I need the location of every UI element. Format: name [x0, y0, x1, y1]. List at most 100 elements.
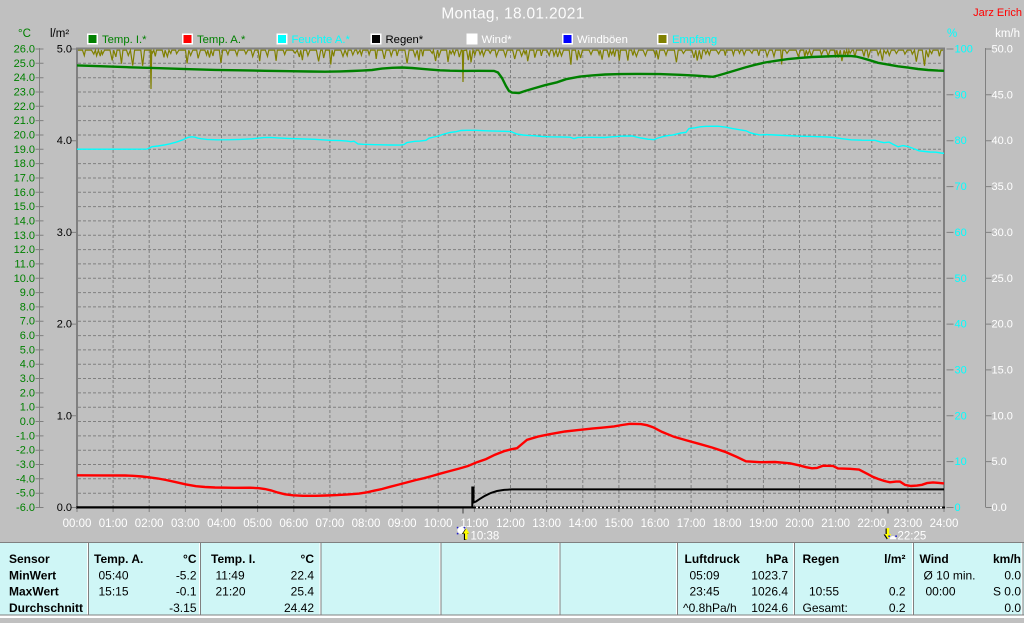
svg-text:07:00: 07:00	[316, 518, 345, 530]
svg-text:Temp. A.*: Temp. A.*	[197, 34, 246, 46]
svg-text:14.0: 14.0	[14, 215, 35, 227]
svg-text:50: 50	[955, 273, 967, 285]
svg-text:20: 20	[955, 410, 967, 422]
svg-text:21:00: 21:00	[821, 518, 850, 530]
svg-text:3.0: 3.0	[20, 373, 35, 385]
svg-text:l/m²: l/m²	[884, 552, 905, 566]
svg-text:4.0: 4.0	[20, 359, 35, 371]
svg-text:80: 80	[955, 135, 967, 147]
svg-text:Durchschnitt: Durchschnitt	[9, 601, 83, 615]
svg-text:0.0: 0.0	[1004, 568, 1021, 582]
svg-text:5.0: 5.0	[992, 456, 1007, 468]
svg-text:11.0: 11.0	[14, 258, 35, 270]
svg-text:22:00: 22:00	[857, 518, 886, 530]
svg-text:Empfang: Empfang	[672, 34, 717, 46]
svg-text:Jarz Erich: Jarz Erich	[973, 7, 1022, 19]
svg-text:1.0: 1.0	[20, 402, 35, 414]
svg-text:17.0: 17.0	[14, 173, 35, 185]
svg-text:Windböen: Windböen	[577, 34, 628, 46]
svg-text:21.0: 21.0	[14, 115, 35, 127]
svg-text:19:00: 19:00	[749, 518, 778, 530]
svg-text:30.0: 30.0	[992, 227, 1013, 239]
svg-text:60: 60	[955, 227, 967, 239]
svg-text:km/h: km/h	[993, 552, 1021, 566]
svg-text:40: 40	[955, 319, 967, 331]
svg-text:Gesamt:: Gesamt:	[803, 601, 848, 615]
svg-text:9.0: 9.0	[20, 287, 35, 299]
svg-text:11:49: 11:49	[216, 568, 245, 582]
svg-text:12:00: 12:00	[496, 518, 525, 530]
svg-text:-3.15: -3.15	[169, 601, 197, 615]
svg-text:24.0: 24.0	[14, 72, 35, 84]
svg-text:Wind*: Wind*	[482, 34, 513, 46]
svg-text:15:15: 15:15	[99, 585, 129, 599]
svg-text:-0.1: -0.1	[176, 585, 197, 599]
svg-text:Luftdruck: Luftdruck	[685, 552, 741, 566]
svg-text:-2.0: -2.0	[16, 445, 35, 457]
svg-text:00:00: 00:00	[63, 518, 92, 530]
svg-text:23:00: 23:00	[894, 518, 923, 530]
svg-text:Temp. A.: Temp. A.	[94, 552, 143, 566]
svg-text:22.4: 22.4	[291, 568, 315, 582]
svg-text:1026.4: 1026.4	[751, 585, 788, 599]
svg-text:10.0: 10.0	[14, 273, 35, 285]
svg-text:0.2: 0.2	[889, 585, 906, 599]
svg-text:7.0: 7.0	[20, 316, 35, 328]
svg-text:Wind: Wind	[920, 552, 949, 566]
svg-text:2.0: 2.0	[57, 319, 72, 331]
svg-text:25.4: 25.4	[291, 585, 315, 599]
svg-text:8.0: 8.0	[20, 301, 35, 313]
svg-text:22.0: 22.0	[14, 101, 35, 113]
svg-text:10:38: 10:38	[471, 531, 500, 543]
svg-text:00:00: 00:00	[926, 585, 956, 599]
svg-text:Regen: Regen	[803, 552, 840, 566]
svg-text:20:00: 20:00	[785, 518, 814, 530]
svg-text:-4.0: -4.0	[16, 473, 35, 485]
svg-text:-5.0: -5.0	[16, 488, 35, 500]
svg-text:21:20: 21:20	[216, 585, 246, 599]
svg-text:100: 100	[955, 44, 973, 56]
svg-text:03:00: 03:00	[171, 518, 200, 530]
svg-text:MinWert: MinWert	[9, 568, 56, 582]
svg-text:05:00: 05:00	[243, 518, 272, 530]
svg-text:24:00: 24:00	[930, 518, 959, 530]
svg-text:02:00: 02:00	[135, 518, 164, 530]
svg-text:17:00: 17:00	[677, 518, 706, 530]
svg-text:Temp. I.: Temp. I.	[211, 552, 255, 566]
svg-text:06:00: 06:00	[279, 518, 308, 530]
svg-text:90: 90	[955, 89, 967, 101]
svg-text:1.0: 1.0	[57, 410, 72, 422]
svg-text:Ø 10 min.: Ø 10 min.	[924, 568, 976, 582]
svg-text:13:00: 13:00	[532, 518, 561, 530]
svg-text:15:00: 15:00	[605, 518, 634, 530]
svg-text:Regen*: Regen*	[386, 34, 424, 46]
svg-text:45.0: 45.0	[992, 89, 1013, 101]
svg-text:10:55: 10:55	[809, 585, 839, 599]
svg-text:40.0: 40.0	[992, 135, 1013, 147]
svg-text:0: 0	[955, 502, 961, 514]
svg-text:19.0: 19.0	[14, 144, 35, 156]
svg-text:km/h: km/h	[995, 28, 1020, 40]
svg-text:-1.0: -1.0	[16, 430, 35, 442]
svg-text:S 0.0: S 0.0	[993, 585, 1021, 599]
svg-text:0.0: 0.0	[57, 502, 72, 514]
svg-text:23.0: 23.0	[14, 87, 35, 99]
svg-text:0.0: 0.0	[992, 502, 1007, 514]
svg-text:16:00: 16:00	[641, 518, 670, 530]
svg-text:12.0: 12.0	[14, 244, 35, 256]
svg-text:0.0: 0.0	[20, 416, 35, 428]
svg-text:16.0: 16.0	[14, 187, 35, 199]
svg-text:04:00: 04:00	[207, 518, 236, 530]
svg-text:15.0: 15.0	[992, 364, 1013, 376]
svg-text:18:00: 18:00	[713, 518, 742, 530]
svg-text:10:00: 10:00	[424, 518, 453, 530]
svg-text:24.42: 24.42	[284, 601, 314, 615]
svg-text:3.0: 3.0	[57, 227, 72, 239]
svg-text:15.0: 15.0	[14, 201, 35, 213]
svg-text:20.0: 20.0	[992, 319, 1013, 331]
svg-text:4.0: 4.0	[57, 135, 72, 147]
svg-text:Montag, 18.01.2021: Montag, 18.01.2021	[441, 6, 584, 23]
svg-text:50.0: 50.0	[992, 44, 1013, 56]
svg-text:Feuchte A.*: Feuchte A.*	[292, 34, 351, 46]
svg-text:10.0: 10.0	[992, 410, 1013, 422]
